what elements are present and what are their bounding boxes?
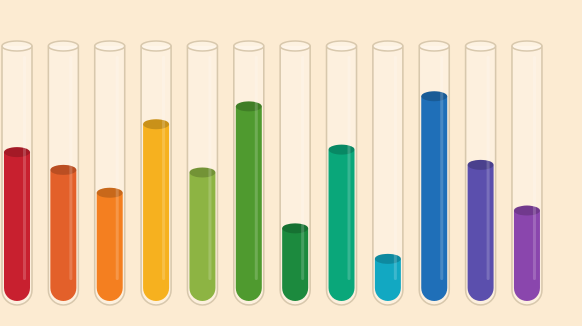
liquid <box>235 106 262 301</box>
tube-rim <box>233 40 265 52</box>
tube-highlight <box>532 56 536 280</box>
liquid <box>467 164 494 301</box>
tube-rim <box>325 40 358 52</box>
liquid <box>328 149 355 301</box>
liquid-top <box>513 205 540 216</box>
liquid-top-shade <box>189 167 216 178</box>
tube-rim <box>140 40 172 52</box>
tube-rim <box>186 40 219 52</box>
liquid-top-shade <box>282 223 309 234</box>
liquid-top <box>96 187 123 198</box>
tube-rim <box>464 40 497 52</box>
liquid <box>189 172 216 301</box>
liquid <box>50 169 77 301</box>
liquid-top <box>235 101 262 112</box>
liquid-top <box>328 144 355 155</box>
liquid-top-shade <box>4 147 30 158</box>
liquid-top <box>374 253 401 264</box>
tube-highlight <box>208 56 212 280</box>
tube-rim <box>93 40 126 52</box>
tube-rim <box>418 40 451 52</box>
liquid <box>374 258 401 301</box>
tube-highlight <box>115 56 119 280</box>
liquid <box>143 124 170 301</box>
liquid-top <box>189 167 216 178</box>
liquid-top-shade <box>96 187 123 198</box>
liquid-top <box>4 147 30 158</box>
liquid-top-shade <box>328 144 355 155</box>
liquid <box>4 152 30 301</box>
liquid <box>282 228 309 301</box>
liquid-top <box>421 91 448 102</box>
liquid-top-shade <box>50 164 77 175</box>
liquid-top-shade <box>421 91 448 102</box>
tube <box>372 46 404 306</box>
liquid-top-shade <box>235 101 262 112</box>
tube-rim <box>279 40 311 52</box>
tube-rim <box>511 40 543 52</box>
tube-highlight <box>254 56 258 280</box>
tube-highlight <box>347 56 351 280</box>
liquid-top <box>467 159 494 170</box>
tube-highlight <box>162 56 166 280</box>
tube-rim <box>372 40 404 52</box>
liquid-top <box>282 223 309 234</box>
liquid-top-shade <box>513 205 540 216</box>
liquid-top <box>143 119 170 130</box>
tube-rim <box>47 40 80 52</box>
tube-highlight <box>440 56 444 280</box>
tube-highlight <box>23 56 26 280</box>
liquid <box>421 96 448 301</box>
tube-highlight <box>301 56 305 280</box>
liquid <box>96 192 123 301</box>
liquid <box>513 210 540 301</box>
liquid-top-shade <box>143 119 170 130</box>
liquid-top-shade <box>467 159 494 170</box>
liquid-top <box>50 164 77 175</box>
tube-highlight <box>486 56 490 280</box>
liquid-top-shade <box>374 253 401 264</box>
tube-rim <box>1 40 33 52</box>
tube-highlight <box>393 56 397 280</box>
tube-highlight <box>69 56 73 280</box>
